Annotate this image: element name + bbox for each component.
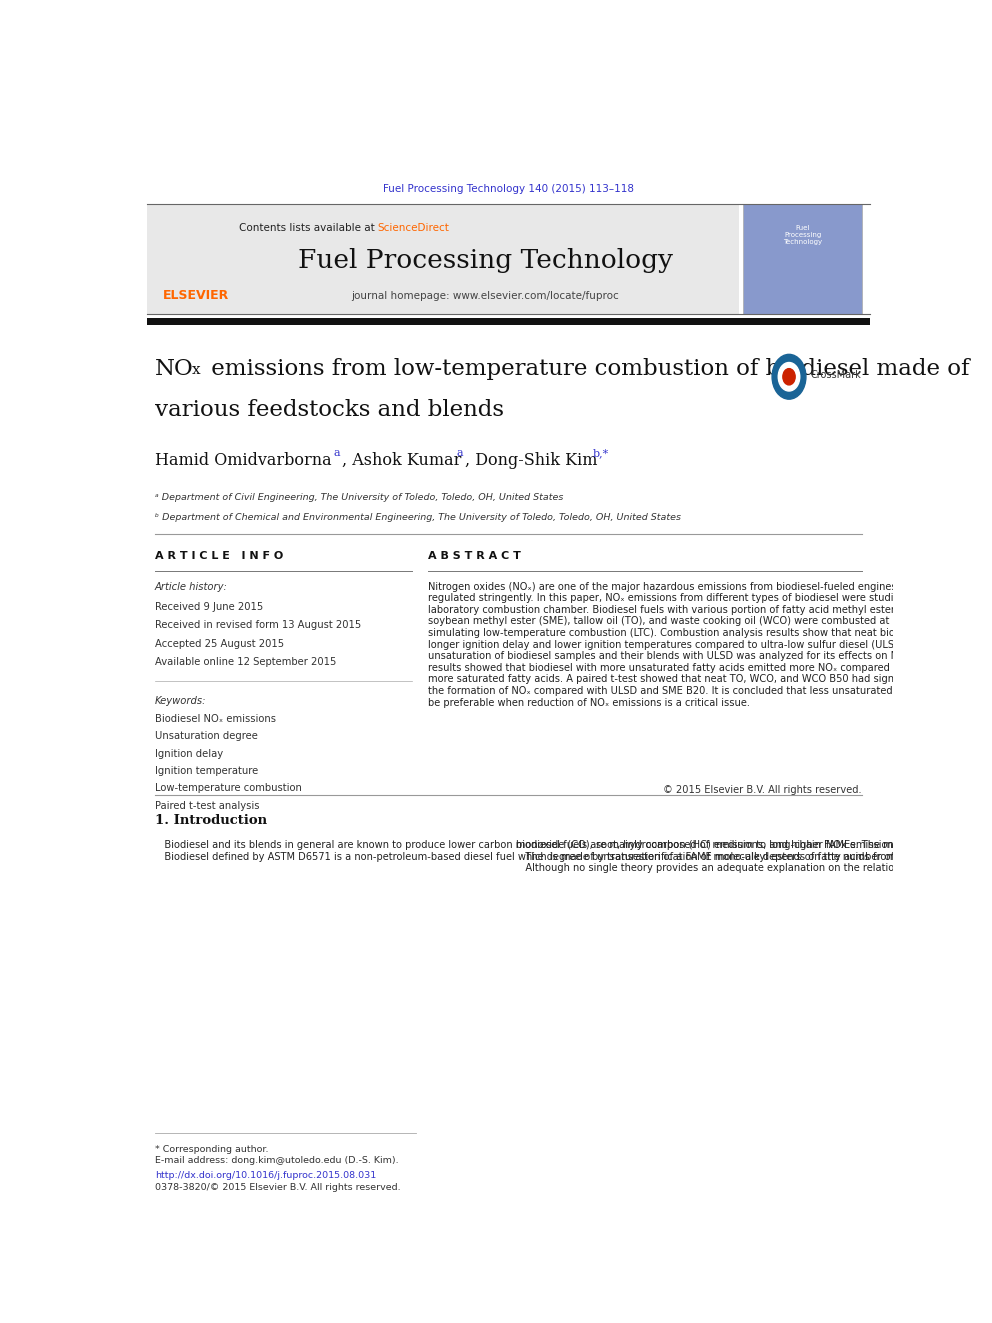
Text: Ignition delay: Ignition delay xyxy=(155,749,223,758)
Text: 0378-3820/© 2015 Elsevier B.V. All rights reserved.: 0378-3820/© 2015 Elsevier B.V. All right… xyxy=(155,1183,401,1192)
Circle shape xyxy=(779,363,800,392)
Text: Available online 12 September 2015: Available online 12 September 2015 xyxy=(155,658,336,667)
Circle shape xyxy=(772,355,806,400)
Text: Keywords:: Keywords: xyxy=(155,696,206,705)
Text: CrossMark: CrossMark xyxy=(810,369,861,380)
Text: Hamid Omidvarborna: Hamid Omidvarborna xyxy=(155,452,336,470)
Text: Article history:: Article history: xyxy=(155,582,227,591)
Text: Nitrogen oxides (NOₓ) are one of the major hazardous emissions from biodiesel-fu: Nitrogen oxides (NOₓ) are one of the maj… xyxy=(428,582,986,708)
Text: ᵃ Department of Civil Engineering, The University of Toledo, Toledo, OH, United : ᵃ Department of Civil Engineering, The U… xyxy=(155,493,563,501)
Text: ScienceDirect: ScienceDirect xyxy=(378,224,449,233)
Bar xyxy=(743,204,862,314)
Text: Received in revised form 13 August 2015: Received in revised form 13 August 2015 xyxy=(155,620,361,630)
Text: NO: NO xyxy=(155,359,193,381)
Text: E-mail address: dong.kim@utoledo.edu (D.-S. Kim).: E-mail address: dong.kim@utoledo.edu (D.… xyxy=(155,1156,399,1166)
Circle shape xyxy=(783,369,796,385)
Text: a: a xyxy=(333,448,339,458)
Text: various feedstocks and blends: various feedstocks and blends xyxy=(155,400,504,421)
Text: 1. Introduction: 1. Introduction xyxy=(155,814,267,827)
Text: Unsaturation degree: Unsaturation degree xyxy=(155,732,258,741)
Text: Accepted 25 August 2015: Accepted 25 August 2015 xyxy=(155,639,284,648)
Text: A R T I C L E   I N F O: A R T I C L E I N F O xyxy=(155,550,283,561)
Text: © 2015 Elsevier B.V. All rights reserved.: © 2015 Elsevier B.V. All rights reserved… xyxy=(664,786,862,795)
Text: Fuel
Processing
Technology: Fuel Processing Technology xyxy=(784,225,822,245)
Text: Received 9 June 2015: Received 9 June 2015 xyxy=(155,602,263,613)
Text: biodiesel fuels are mainly composed of medium to long-chain FAMEs. The major fat: biodiesel fuels are mainly composed of m… xyxy=(516,840,992,873)
Text: * Corresponding author.: * Corresponding author. xyxy=(155,1144,268,1154)
Text: emissions from low-temperature combustion of biodiesel made of: emissions from low-temperature combustio… xyxy=(204,359,969,381)
Text: ᵇ Department of Chemical and Environmental Engineering, The University of Toledo: ᵇ Department of Chemical and Environment… xyxy=(155,513,681,523)
Text: Contents lists available at: Contents lists available at xyxy=(239,224,378,233)
Text: Ignition temperature: Ignition temperature xyxy=(155,766,258,775)
Text: , Dong-Shik Kim: , Dong-Shik Kim xyxy=(465,452,603,470)
Text: ELSEVIER: ELSEVIER xyxy=(163,290,229,302)
Text: Fuel Processing Technology: Fuel Processing Technology xyxy=(298,249,673,274)
Text: Fuel Processing Technology 140 (2015) 113–118: Fuel Processing Technology 140 (2015) 11… xyxy=(383,184,634,194)
Bar xyxy=(147,319,870,325)
Text: b,*: b,* xyxy=(593,448,609,458)
Text: Biodiesel NOₓ emissions: Biodiesel NOₓ emissions xyxy=(155,714,276,724)
Text: Paired t-test analysis: Paired t-test analysis xyxy=(155,800,259,811)
Text: Biodiesel and its blends in general are known to produce lower carbon monoxide (: Biodiesel and its blends in general are … xyxy=(155,840,992,861)
Text: a: a xyxy=(456,448,462,458)
Text: x: x xyxy=(191,363,200,377)
Bar xyxy=(147,204,739,314)
Text: http://dx.doi.org/10.1016/j.fuproc.2015.08.031: http://dx.doi.org/10.1016/j.fuproc.2015.… xyxy=(155,1171,376,1180)
Text: , Ashok Kumar: , Ashok Kumar xyxy=(342,452,467,470)
Text: A B S T R A C T: A B S T R A C T xyxy=(428,550,521,561)
Text: Low-temperature combustion: Low-temperature combustion xyxy=(155,783,302,794)
Text: journal homepage: www.elsevier.com/locate/fuproc: journal homepage: www.elsevier.com/locat… xyxy=(351,291,619,302)
